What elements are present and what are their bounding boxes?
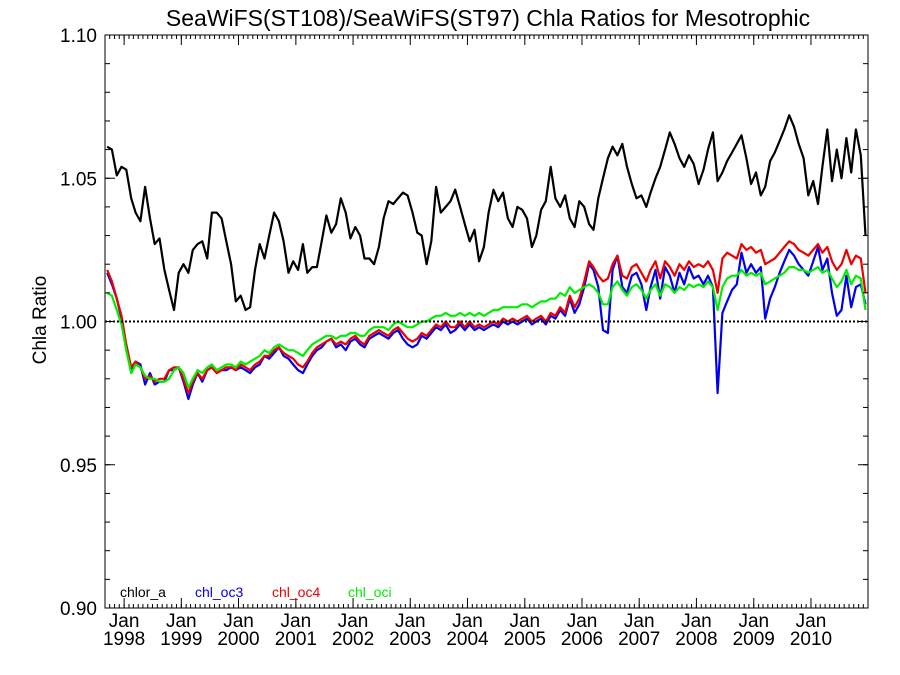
x-tick-label-year: 2003: [389, 629, 431, 650]
legend-item-chlor-a: chlor_a: [120, 584, 166, 600]
series-layer: [106, 114, 867, 400]
x-tick-label-month: Jan: [452, 611, 483, 632]
x-tick-label-month: Jan: [796, 611, 827, 632]
y-tick-label: 1.05: [60, 169, 97, 190]
series-line-chlor-a: [106, 114, 867, 312]
x-tick-label-month: Jan: [395, 611, 426, 632]
x-tick-label-year: 2009: [733, 629, 775, 650]
legend-item-chl-oci: chl_oci: [348, 584, 392, 600]
x-tick-label-month: Jan: [338, 611, 369, 632]
legend-item-chl-oc4: chl_oc4: [272, 584, 320, 600]
x-tick-label-year: 2007: [618, 629, 660, 650]
x-tick-label-year: 2006: [561, 629, 603, 650]
x-tick-label-year: 2010: [790, 629, 832, 650]
x-tick-label-year: 2004: [446, 629, 489, 650]
x-tick-label-year: 1998: [103, 629, 145, 650]
x-tick-label-month: Jan: [281, 611, 312, 632]
x-tick-label-year: 2001: [275, 629, 317, 650]
series-line-chl-oci: [106, 266, 867, 389]
x-tick-label-month: Jan: [624, 611, 655, 632]
y-axis: 0.90 0.95 1.00 1.05 1.10: [60, 26, 868, 620]
x-tick-label-year: 2008: [675, 629, 717, 650]
plot-frame: [104, 34, 869, 609]
legend: chlor_a chl_oc3 chl_oc4 chl_oci: [120, 584, 392, 600]
x-tick-label-year: 1999: [160, 629, 202, 650]
x-tick-label-month: Jan: [109, 611, 140, 632]
y-tick-label: 1.00: [60, 313, 97, 334]
chart-title: SeaWiFS(ST108)/SeaWiFS(ST97) Chla Ratios…: [166, 5, 810, 31]
x-tick-label-month: Jan: [509, 611, 540, 632]
x-tick-label-month: Jan: [567, 611, 598, 632]
series-line-chl-oc4: [106, 240, 867, 395]
y-tick-label: 0.90: [60, 599, 97, 620]
y-tick-label: 0.95: [60, 456, 97, 477]
x-tick-label-month: Jan: [681, 611, 712, 632]
x-tick-label-year: 2005: [504, 629, 546, 650]
x-tick-label-year: 2002: [332, 629, 374, 650]
x-tick-label-month: Jan: [223, 611, 254, 632]
y-axis-label: Chla Ratio: [30, 276, 51, 365]
x-axis: Jan1998Jan1999Jan2000Jan2001Jan2002Jan20…: [103, 35, 864, 650]
x-tick-label-month: Jan: [738, 611, 769, 632]
legend-item-chl-oc3: chl_oc3: [195, 584, 243, 600]
x-tick-label-month: Jan: [166, 611, 197, 632]
x-tick-label-year: 2000: [217, 629, 259, 650]
y-tick-label: 1.10: [60, 26, 97, 47]
